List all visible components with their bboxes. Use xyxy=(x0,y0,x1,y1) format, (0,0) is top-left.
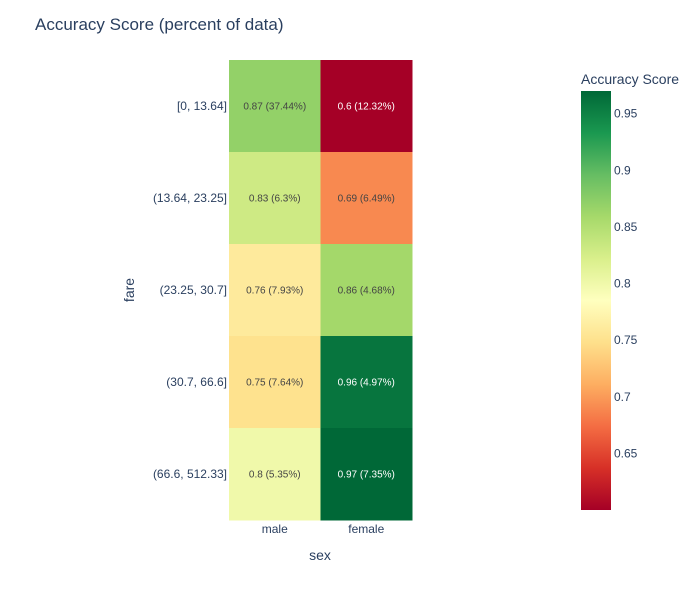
colorbar-tick-label: 0.95 xyxy=(614,107,638,121)
heatmap-cell xyxy=(320,60,413,153)
heatmap-cell xyxy=(320,244,413,337)
cell-label: 0.75 (7.64%) xyxy=(246,378,303,389)
heatmap-cell xyxy=(229,336,321,429)
heatmap-cell-labels: 0.87 (37.44%) 0.6 (12.32%) 0.83 (6.3%) 0.69… xyxy=(243,102,395,481)
x-axis-ticks: male female xyxy=(262,522,385,536)
y-axis-title: fare xyxy=(121,278,137,302)
heatmap-cell xyxy=(229,428,321,521)
cell-label: 0.86 (4.68%) xyxy=(338,286,395,297)
y-tick-label: (66.6, 512.33] xyxy=(153,467,227,481)
heatmap-cell xyxy=(229,152,321,245)
cell-label: 0.76 (7.93%) xyxy=(246,286,303,297)
heatmap-cell xyxy=(320,428,413,521)
colorbar-ticks: 0.65 0.7 0.75 0.8 0.85 0.9 0.95 xyxy=(614,107,638,461)
colorbar-tick-label: 0.8 xyxy=(614,277,631,291)
heatmap-cell xyxy=(320,336,413,429)
colorbar-tick-label: 0.7 xyxy=(614,390,631,404)
cell-label: 0.6 (12.32%) xyxy=(338,102,395,113)
heatmap-cell xyxy=(229,60,321,153)
colorbar-tick-label: 0.75 xyxy=(614,333,638,347)
heatmap-cells xyxy=(229,60,413,521)
cell-label: 0.69 (6.49%) xyxy=(338,194,395,205)
heatmap-cell xyxy=(320,152,413,245)
heatmap-cell xyxy=(229,244,321,337)
cell-label: 0.83 (6.3%) xyxy=(249,194,301,205)
y-axis-ticks: [0, 13.64] (13.64, 23.25] (23.25, 30.7] (30… xyxy=(153,99,227,481)
x-tick-label: male xyxy=(262,522,288,536)
x-axis-title: sex xyxy=(309,547,331,563)
chart-title: Accuracy Score (percent of data) xyxy=(35,15,284,34)
cell-label: 0.96 (4.97%) xyxy=(338,378,395,389)
colorbar-tick-label: 0.85 xyxy=(614,220,638,234)
y-tick-label: (30.7, 66.6] xyxy=(166,375,227,389)
cell-label: 0.8 (5.35%) xyxy=(249,470,301,481)
y-tick-label: (23.25, 30.7] xyxy=(160,283,227,297)
x-tick-label: female xyxy=(348,522,384,536)
y-tick-label: [0, 13.64] xyxy=(177,99,227,113)
colorbar-tick-label: 0.9 xyxy=(614,163,631,177)
y-tick-label: (13.64, 23.25] xyxy=(153,191,227,205)
colorbar xyxy=(581,91,611,510)
colorbar-title: Accuracy Score xyxy=(581,71,679,87)
colorbar-tick-label: 0.65 xyxy=(614,446,638,460)
cell-label: 0.97 (7.35%) xyxy=(338,470,395,481)
cell-label: 0.87 (37.44%) xyxy=(243,102,306,113)
